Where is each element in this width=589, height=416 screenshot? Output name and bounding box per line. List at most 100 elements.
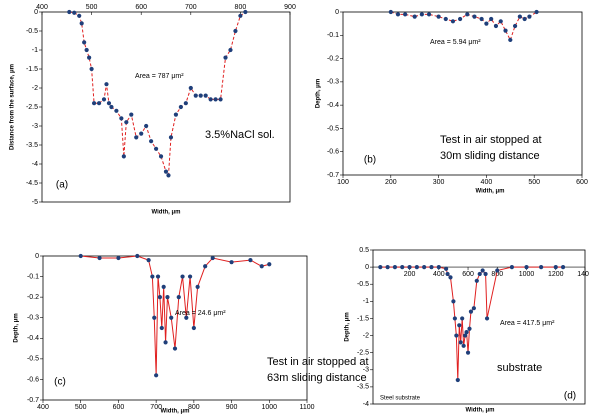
data-point: [144, 123, 149, 129]
x-tick-label: 300: [433, 179, 445, 186]
area-label: Area = 787 μm²: [135, 73, 184, 80]
data-point: [474, 278, 479, 283]
x-tick-label: 900: [284, 4, 296, 11]
data-point: [218, 97, 223, 102]
data-point: [149, 139, 154, 144]
profile-line: [69, 11, 246, 177]
data-point: [484, 316, 490, 321]
annotation: Test in air stopped at: [440, 134, 542, 146]
data-point: [484, 21, 489, 26]
data-point: [183, 101, 188, 106]
data-point: [512, 23, 518, 29]
data-point: [422, 265, 427, 270]
data-point: [159, 325, 164, 331]
data-point: [176, 295, 181, 300]
data-point: [135, 253, 140, 259]
data-point: [465, 12, 470, 17]
x-tick-label: 500: [75, 404, 87, 411]
data-point: [403, 12, 408, 17]
area-label: Area = 5.94 μm²: [430, 39, 481, 46]
data-point: [267, 262, 272, 267]
annotation: substrate: [497, 362, 542, 374]
y-tick-label: -0.4: [27, 335, 39, 342]
data-point: [450, 19, 456, 24]
data-point: [489, 16, 494, 22]
annotation: 3.5%NaCl sol.: [205, 129, 275, 141]
data-point: [198, 93, 203, 98]
y-tick-label: -0.7: [27, 397, 39, 404]
data-point: [436, 14, 441, 19]
data-point: [101, 97, 107, 102]
x-tick-label: 1200: [548, 271, 564, 278]
x-tick-label: 700: [150, 404, 162, 411]
data-point: [96, 101, 102, 106]
data-point: [163, 169, 169, 174]
data-point: [467, 326, 472, 331]
x-tick-label: 900: [226, 404, 238, 411]
y-tick-label: -1: [32, 47, 38, 54]
y-tick-label: -3: [32, 123, 38, 130]
y-tick-label: -0.2: [27, 294, 39, 301]
data-point: [172, 346, 178, 351]
data-point: [119, 116, 124, 121]
data-point: [524, 265, 529, 270]
data-point: [493, 23, 499, 29]
y-tick-label: -0.1: [327, 32, 339, 39]
data-point: [188, 85, 193, 91]
data-point: [468, 309, 474, 314]
data-point: [392, 265, 398, 270]
data-point: [193, 93, 198, 98]
data-point: [116, 255, 121, 261]
panel-label: (b): [364, 155, 376, 166]
data-point: [195, 284, 200, 289]
y-axis-label: Distance from the surface, μm: [10, 64, 16, 150]
data-point: [539, 265, 544, 270]
data-point: [414, 265, 419, 270]
data-point: [208, 97, 213, 102]
data-point: [248, 258, 253, 263]
data-point: [429, 265, 434, 270]
data-point: [498, 19, 503, 24]
data-point: [213, 97, 218, 102]
x-tick-label: 100: [337, 179, 349, 186]
y-tick-label: 0: [35, 253, 39, 260]
x-tick-label: 800: [235, 4, 247, 11]
panel-label: (d): [564, 391, 576, 402]
x-axis-label: Width, μm: [476, 189, 505, 195]
data-point: [483, 271, 488, 277]
data-point: [522, 16, 527, 22]
data-point: [553, 265, 558, 270]
data-point: [455, 377, 460, 383]
y-tick-label: -0.4: [327, 102, 339, 109]
data-point: [166, 173, 171, 178]
y-tick-label: -0.2: [327, 55, 339, 62]
data-point: [443, 16, 448, 22]
data-point: [527, 14, 532, 19]
y-tick-label: -3: [363, 367, 369, 374]
data-point: [228, 47, 233, 53]
data-point: [436, 265, 441, 270]
data-point: [480, 268, 485, 273]
data-point: [479, 16, 484, 22]
x-tick-label: 500: [528, 179, 540, 186]
data-point: [106, 101, 112, 106]
profile-line: [80, 255, 270, 376]
y-tick-label: -2: [363, 332, 369, 339]
y-axis-label: Depth, μm: [316, 79, 322, 108]
data-point: [153, 146, 159, 151]
data-point: [451, 299, 456, 304]
data-point: [419, 12, 424, 17]
data-point: [534, 9, 539, 15]
data-point: [458, 340, 463, 345]
data-point: [444, 266, 449, 271]
data-point: [155, 274, 161, 279]
data-point: [465, 350, 471, 355]
x-tick-label: 1000: [261, 404, 277, 411]
y-tick-label: -1.5: [26, 66, 38, 73]
x-tick-label: 700: [185, 4, 197, 11]
data-point: [97, 255, 102, 261]
y-tick-label: -0.5: [357, 281, 369, 288]
data-point: [191, 325, 196, 331]
x-tick-label: 600: [462, 271, 474, 278]
data-point: [79, 21, 84, 26]
